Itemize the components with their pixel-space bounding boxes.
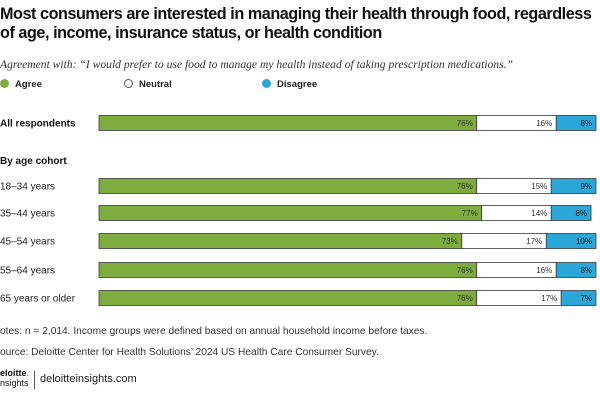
data-label-neutral: 17% bbox=[526, 237, 542, 246]
bar-segment-agree bbox=[98, 233, 463, 249]
bar-segment-disagree bbox=[555, 115, 597, 131]
data-label-disagree: 8% bbox=[575, 209, 587, 218]
bar-segment-disagree bbox=[555, 262, 597, 278]
bar-segment-agree bbox=[98, 205, 483, 221]
bar-segment-disagree bbox=[550, 178, 597, 194]
data-label-disagree: 8% bbox=[580, 119, 592, 128]
category-label: 45–54 years bbox=[0, 237, 55, 248]
data-label-agree: 73% bbox=[442, 237, 458, 246]
legend-disagree-label: Disagree bbox=[277, 79, 318, 90]
legend-disagree-swatch bbox=[262, 79, 271, 88]
category-label: 35–44 years bbox=[0, 209, 55, 220]
bar-segment-disagree bbox=[545, 233, 597, 249]
deloitte-insights-logo: eloitte. nsights bbox=[0, 368, 30, 388]
data-label-agree: 76% bbox=[457, 182, 473, 191]
bar-segment-agree bbox=[98, 262, 478, 278]
bar-segment-agree bbox=[98, 290, 478, 306]
data-label-agree: 76% bbox=[457, 266, 473, 275]
data-label-neutral: 15% bbox=[531, 182, 547, 191]
logo-line2: nsights bbox=[0, 378, 29, 388]
data-label-disagree: 10% bbox=[576, 237, 592, 246]
bar-segment-agree bbox=[98, 115, 478, 131]
bar-segment-disagree bbox=[550, 205, 592, 221]
data-label-disagree: 9% bbox=[580, 182, 592, 191]
category-label: All respondents bbox=[0, 119, 76, 130]
category-label: 18–34 years bbox=[0, 182, 55, 193]
chart-notes: otes: n = 2,014. Income groups were defi… bbox=[0, 326, 428, 337]
data-label-neutral: 16% bbox=[536, 266, 552, 275]
legend-neutral-swatch bbox=[124, 79, 133, 88]
bar-segment-disagree bbox=[560, 290, 597, 306]
chart-subtitle: Agreement with: “I would prefer to use f… bbox=[0, 58, 513, 71]
chart-title: Most consumers are interested in managin… bbox=[0, 5, 592, 42]
data-label-agree: 77% bbox=[462, 209, 478, 218]
category-label: 65 years or older bbox=[0, 294, 76, 305]
data-label-neutral: 17% bbox=[541, 294, 557, 303]
data-label-disagree: 8% bbox=[580, 266, 592, 275]
data-label-neutral: 14% bbox=[531, 209, 547, 218]
group-label-by-age-cohort: By age cohort bbox=[0, 156, 67, 167]
legend-agree-swatch bbox=[0, 79, 9, 88]
legend-agree: Agree bbox=[0, 79, 42, 90]
legend-neutral: Neutral bbox=[124, 79, 172, 90]
category-label: 55–64 years bbox=[0, 266, 55, 277]
data-label-agree: 76% bbox=[457, 119, 473, 128]
legend-neutral-label: Neutral bbox=[139, 79, 172, 90]
bar-segment-agree bbox=[98, 178, 478, 194]
chart-source: ource: Deloitte Center for Health Soluti… bbox=[0, 347, 379, 358]
brand-divider bbox=[34, 371, 35, 389]
logo-line1: eloitte bbox=[0, 368, 27, 378]
data-label-neutral: 16% bbox=[536, 119, 552, 128]
legend-disagree: Disagree bbox=[262, 79, 317, 90]
legend-agree-label: Agree bbox=[15, 79, 42, 90]
data-label-disagree: 7% bbox=[580, 294, 592, 303]
brand-site-link[interactable]: deloitteinsights.com bbox=[40, 373, 137, 385]
data-label-agree: 76% bbox=[457, 294, 473, 303]
